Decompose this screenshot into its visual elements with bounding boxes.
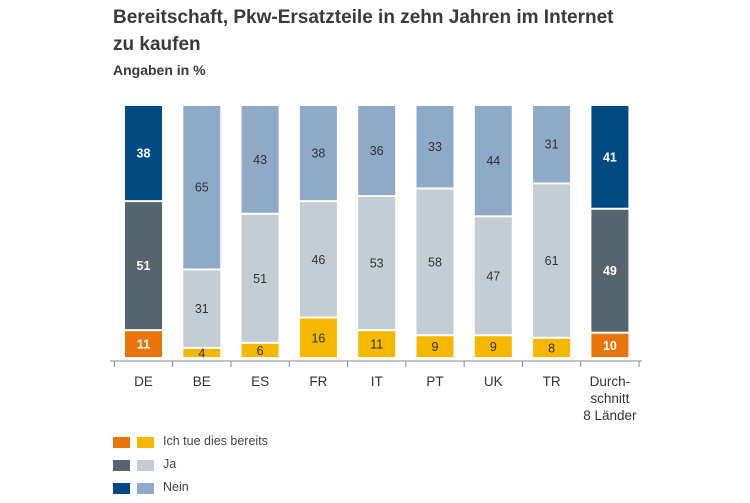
bar-segment-nein — [241, 106, 279, 213]
data-label-nein: 65 — [195, 181, 209, 195]
bar-segment-ja — [533, 184, 571, 337]
data-label-bereits: 16 — [311, 331, 325, 345]
data-label-ja: 47 — [486, 269, 500, 283]
data-label-nein: 41 — [603, 150, 617, 164]
x-tick-label: IT — [371, 374, 383, 389]
bar-segment-nein — [416, 106, 454, 188]
bar-segment-ja — [183, 270, 221, 347]
data-label-ja: 53 — [370, 257, 384, 271]
legend-swatch-ja-dark — [113, 460, 130, 471]
legend-swatch-nein-light — [137, 483, 154, 494]
bar-segment-ja — [416, 189, 454, 335]
data-label-nein: 31 — [545, 138, 559, 152]
data-label-nein: 43 — [253, 153, 267, 167]
data-label-bereits: 11 — [137, 338, 150, 352]
bar-segment-bereits — [358, 331, 396, 357]
data-label-bereits: 11 — [370, 338, 383, 352]
x-tick-label: ES — [251, 374, 269, 389]
bar-segment-nein — [358, 106, 396, 196]
bar-segment-bereits — [299, 318, 337, 357]
legend-label-nein: Nein — [163, 480, 189, 494]
legend-label-ja: Ja — [163, 457, 177, 471]
x-tick-label: PT — [426, 374, 443, 389]
chart-subtitle: Angaben in % — [113, 62, 206, 78]
data-label-bereits: 6 — [257, 344, 264, 358]
data-label-ja: 51 — [137, 259, 151, 273]
bar-segment-bereits — [183, 348, 221, 357]
data-label-bereits: 8 — [548, 341, 555, 355]
data-label-bereits: 10 — [603, 339, 617, 353]
legend-swatch-bereits-dark — [113, 437, 130, 448]
bar-segment-nein — [533, 106, 571, 183]
x-tick-label: UK — [484, 374, 503, 389]
x-tick-label: TR — [543, 374, 561, 389]
data-label-ja: 61 — [545, 254, 559, 268]
data-label-ja: 31 — [195, 302, 209, 316]
x-tick-label: FR — [309, 374, 327, 389]
x-tick-label: Durch-schnitt 8 Länder — [583, 374, 637, 423]
bar-segment-nein — [474, 106, 512, 216]
data-label-nein: 38 — [137, 147, 151, 161]
bar-segment-ja — [474, 217, 512, 335]
bar-segment-bereits — [474, 336, 512, 357]
data-label-ja: 51 — [253, 272, 267, 286]
bar-segment-ja — [299, 202, 337, 317]
data-label-ja: 46 — [311, 253, 325, 267]
data-label-bereits: 4 — [198, 346, 205, 360]
bar-segment-ja — [591, 209, 629, 332]
bar-segment-bereits — [241, 343, 279, 357]
chart-title: Bereitschaft, Pkw-Ersatzteile in zehn Ja… — [113, 7, 614, 55]
data-label-ja: 49 — [603, 264, 617, 278]
bar-segment-nein — [299, 106, 337, 201]
bar-segment-bereits — [125, 331, 162, 357]
data-label-nein: 44 — [486, 154, 500, 168]
x-tick-label: DE — [134, 374, 153, 389]
data-label-bereits: 9 — [432, 340, 439, 354]
bar-segment-bereits — [416, 336, 454, 357]
data-label-nein: 38 — [311, 147, 325, 161]
data-label-nein: 36 — [370, 144, 384, 158]
bar-segment-ja — [241, 214, 279, 342]
legend-swatch-ja-light — [137, 460, 154, 471]
legend-swatch-nein-dark — [113, 483, 130, 494]
data-label-ja: 58 — [428, 255, 442, 269]
bar-segment-ja — [358, 197, 396, 330]
data-label-bereits: 9 — [490, 340, 497, 354]
bar-segment-nein — [591, 106, 629, 208]
bar-segment-bereits — [591, 333, 629, 357]
data-label-nein: 33 — [428, 140, 442, 154]
legend-label-bereits: Ich tue dies bereits — [163, 434, 268, 448]
bar-segment-nein — [183, 106, 221, 269]
bar-segment-ja — [125, 202, 162, 330]
bar-segment-bereits — [533, 338, 571, 357]
x-tick-label: BE — [193, 374, 211, 389]
legend-swatch-bereits-light — [137, 437, 154, 448]
bar-segment-nein — [125, 106, 162, 201]
